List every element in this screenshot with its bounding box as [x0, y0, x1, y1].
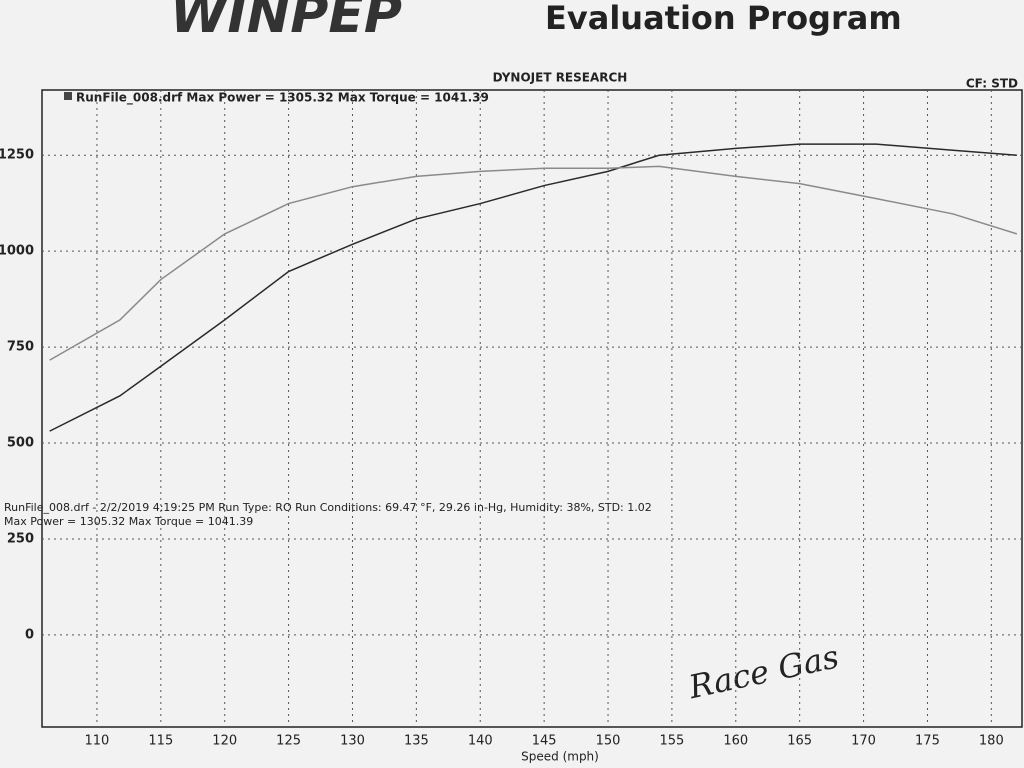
x-tick-label: 150 [596, 734, 621, 749]
legend-swatch [64, 92, 72, 100]
x-tick-label: 180 [979, 734, 1004, 749]
x-tick-label: 165 [787, 734, 812, 749]
y-tick-label: 500 [7, 436, 34, 451]
logo: WINPEP [170, 0, 402, 45]
x-tick-label: 160 [723, 734, 748, 749]
annotation: Race Gas [685, 637, 843, 706]
y-tick-label: 250 [7, 531, 34, 546]
plot-area [41, 89, 1023, 728]
y-tick-label: 1000 [0, 244, 34, 259]
chart-title: Evaluation Program [545, 0, 902, 37]
correction: CF: STD [966, 77, 1018, 91]
y-tick-label: 750 [7, 340, 34, 355]
x-tick-label: 130 [340, 734, 365, 749]
y-tick-label: 0 [25, 627, 34, 642]
x-tick-label: 120 [212, 734, 237, 749]
x-tick-label: 155 [659, 734, 684, 749]
x-axis-label: Speed (mph) [521, 750, 599, 764]
run-info: RunFile_008.drf - 2/2/2019 4:19:25 PM Ru… [4, 501, 652, 514]
x-tick-label: 170 [851, 734, 876, 749]
subtitle: DYNOJET RESEARCH [493, 71, 628, 85]
x-tick-label: 140 [468, 734, 493, 749]
x-tick-label: 110 [85, 734, 110, 749]
series-line [49, 165, 1018, 361]
legend-text: RunFile_008.drf Max Power = 1305.32 Max … [76, 91, 489, 106]
y-tick-label: 1250 [0, 148, 34, 163]
x-tick-label: 145 [532, 734, 557, 749]
x-tick-label: 125 [276, 734, 301, 749]
x-tick-label: 115 [148, 734, 173, 749]
series-line [49, 143, 1017, 432]
x-tick-label: 175 [915, 734, 940, 749]
run-info: Max Power = 1305.32 Max Torque = 1041.39 [4, 515, 253, 528]
x-tick-label: 135 [404, 734, 429, 749]
